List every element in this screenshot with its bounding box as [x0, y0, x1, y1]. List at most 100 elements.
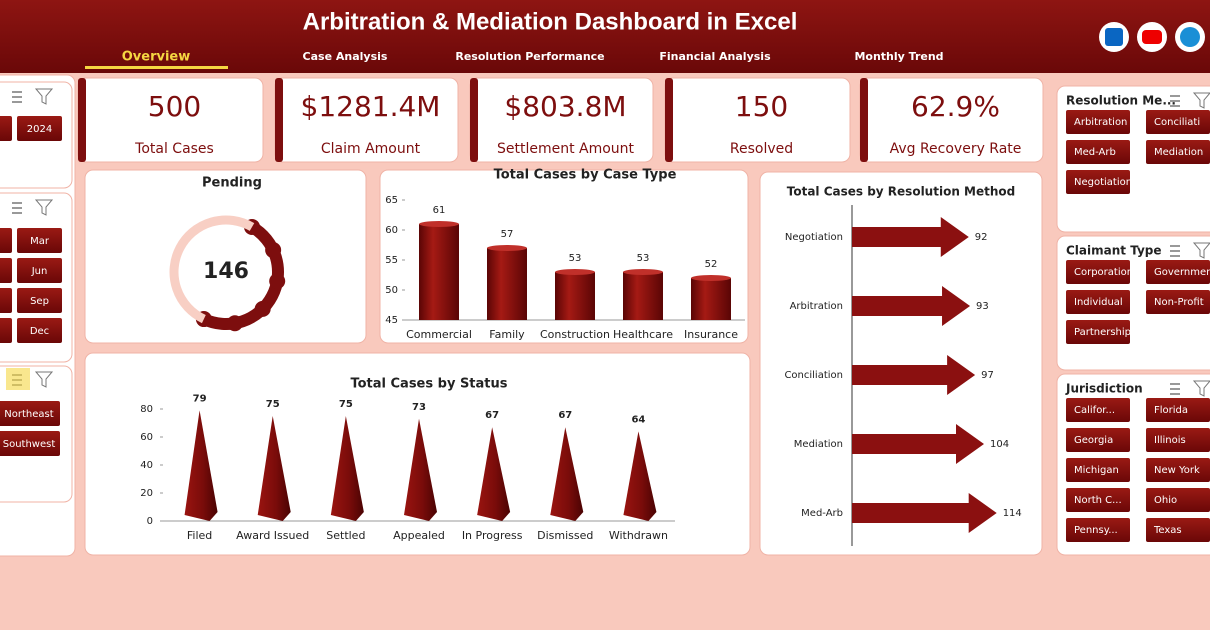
- slicer-item[interactable]: Med-Arb: [1074, 147, 1116, 158]
- web-glyph: [1180, 27, 1200, 47]
- slicer-button[interactable]: [1066, 110, 1130, 134]
- kpi-value: 500: [148, 90, 201, 123]
- bar: [487, 248, 527, 320]
- kpi-label: Total Cases: [134, 141, 214, 157]
- slicer-button[interactable]: [1066, 320, 1130, 344]
- slicer-item[interactable]: Michigan: [1074, 465, 1119, 476]
- data-label: 93: [976, 301, 989, 312]
- clear-filter-icon[interactable]: [1192, 380, 1210, 397]
- kpi-accent: [665, 78, 673, 162]
- slicer-button[interactable]: [0, 431, 60, 456]
- slicer-button[interactable]: [1146, 428, 1210, 452]
- clear-filter-icon[interactable]: [1192, 242, 1210, 259]
- tab[interactable]: Case Analysis: [303, 50, 388, 63]
- slicer-item[interactable]: Northeast: [4, 409, 53, 420]
- slicer-item[interactable]: Mar: [30, 236, 50, 247]
- tab[interactable]: Monthly Trend: [854, 50, 943, 63]
- slicer-button[interactable]: [0, 401, 60, 426]
- slicer-button[interactable]: [17, 258, 62, 283]
- slicer-button-edge: [0, 116, 12, 141]
- slicer-item[interactable]: Georgia: [1074, 435, 1113, 446]
- footer-strip: [0, 630, 1210, 642]
- slicer-button[interactable]: [1146, 110, 1210, 134]
- data-label: 57: [501, 229, 514, 240]
- donut-dot: [226, 315, 243, 332]
- slicer-button[interactable]: [1146, 398, 1210, 422]
- slicer-button[interactable]: [1066, 428, 1130, 452]
- slicer-button[interactable]: [17, 318, 62, 343]
- youtube-glyph: [1142, 30, 1162, 44]
- slicer-button[interactable]: [1146, 290, 1210, 314]
- slicer-button[interactable]: [1066, 458, 1130, 482]
- slicer-item[interactable]: Governmen: [1154, 267, 1210, 278]
- x-tick-label: In Progress: [462, 529, 523, 542]
- kpi-value: 150: [735, 90, 788, 123]
- bar-cap: [623, 269, 663, 275]
- y-tick-label: Negotiation: [785, 232, 843, 243]
- tab[interactable]: Overview: [122, 50, 191, 65]
- slicer-button[interactable]: [1066, 260, 1130, 284]
- data-label: 67: [558, 410, 572, 421]
- slicer-title: Jurisdiction: [1065, 382, 1143, 396]
- header-bar: [0, 0, 1210, 73]
- y-tick-label: 55: [385, 255, 398, 266]
- slicer-button[interactable]: [1066, 290, 1130, 314]
- slicer-button[interactable]: [1066, 398, 1130, 422]
- y-tick-label: 45: [385, 315, 398, 326]
- kpi-accent: [78, 78, 86, 162]
- slicer-button[interactable]: [1066, 170, 1130, 194]
- card: [759, 171, 1043, 556]
- slicer-item[interactable]: Sep: [30, 296, 49, 307]
- slicer-button[interactable]: [1146, 518, 1210, 542]
- slicer-item[interactable]: Non-Profit: [1154, 297, 1204, 308]
- card: [84, 169, 367, 344]
- slicer-button[interactable]: [1146, 458, 1210, 482]
- slicer-item[interactable]: Arbitration: [1074, 117, 1127, 128]
- slicer-button[interactable]: [1066, 140, 1130, 164]
- tab[interactable]: Financial Analysis: [659, 50, 771, 63]
- slicer-item[interactable]: Corporation: [1074, 267, 1133, 278]
- data-label: 73: [412, 402, 426, 413]
- tab[interactable]: Resolution Performance: [455, 50, 604, 63]
- slicer-item[interactable]: 2024: [27, 124, 52, 135]
- bar: [691, 278, 731, 320]
- cone-bar: [623, 431, 657, 521]
- slicer-button[interactable]: [17, 116, 62, 141]
- clear-filter-icon[interactable]: [1192, 92, 1210, 109]
- slicer-item[interactable]: Conciliati: [1154, 117, 1200, 128]
- slicer-item[interactable]: Illinois: [1154, 435, 1186, 446]
- slicer-item[interactable]: Florida: [1154, 405, 1188, 416]
- slicer-item[interactable]: New York: [1154, 465, 1200, 476]
- clear-filter-icon[interactable]: [34, 199, 54, 216]
- slicer-item[interactable]: Califor...: [1074, 405, 1115, 416]
- slicer-item[interactable]: Negotiation: [1074, 177, 1132, 188]
- slicer-item[interactable]: Mediation: [1154, 147, 1203, 158]
- chart-title: Total Cases by Case Type: [494, 168, 677, 183]
- slicer-item[interactable]: Jun: [31, 266, 48, 277]
- x-tick-label: Commercial: [406, 328, 472, 341]
- dashboard-title: Arbitration & Mediation Dashboard in Exc…: [303, 8, 798, 35]
- clear-filter-icon[interactable]: [34, 88, 54, 105]
- slicer-item[interactable]: Individual: [1074, 297, 1123, 308]
- data-label: 53: [637, 253, 650, 264]
- slicer-button[interactable]: [17, 288, 62, 313]
- donut-slice: [169, 215, 255, 324]
- slicer-button[interactable]: [1146, 260, 1210, 284]
- slicer-item[interactable]: Partnership: [1074, 327, 1131, 338]
- slicer-button[interactable]: [1066, 488, 1130, 512]
- slicer-item[interactable]: Southwest: [3, 439, 56, 450]
- slicer-item[interactable]: Ohio: [1154, 495, 1177, 506]
- slicer-button[interactable]: [1146, 140, 1210, 164]
- slicer-item[interactable]: Texas: [1153, 525, 1182, 536]
- slicer-button[interactable]: [1066, 518, 1130, 542]
- kpi-value: 62.9%: [911, 90, 1000, 123]
- slicer-button[interactable]: [17, 228, 62, 253]
- data-label: 61: [433, 205, 446, 216]
- clear-filter-icon[interactable]: [34, 371, 54, 388]
- slicer-item[interactable]: North C...: [1074, 495, 1122, 506]
- slicer-item[interactable]: Pennsy...: [1074, 525, 1118, 536]
- slicer-item[interactable]: Dec: [30, 326, 49, 337]
- slicer-button[interactable]: [1146, 488, 1210, 512]
- donut-dot: [254, 300, 271, 317]
- cone-bar: [477, 427, 511, 521]
